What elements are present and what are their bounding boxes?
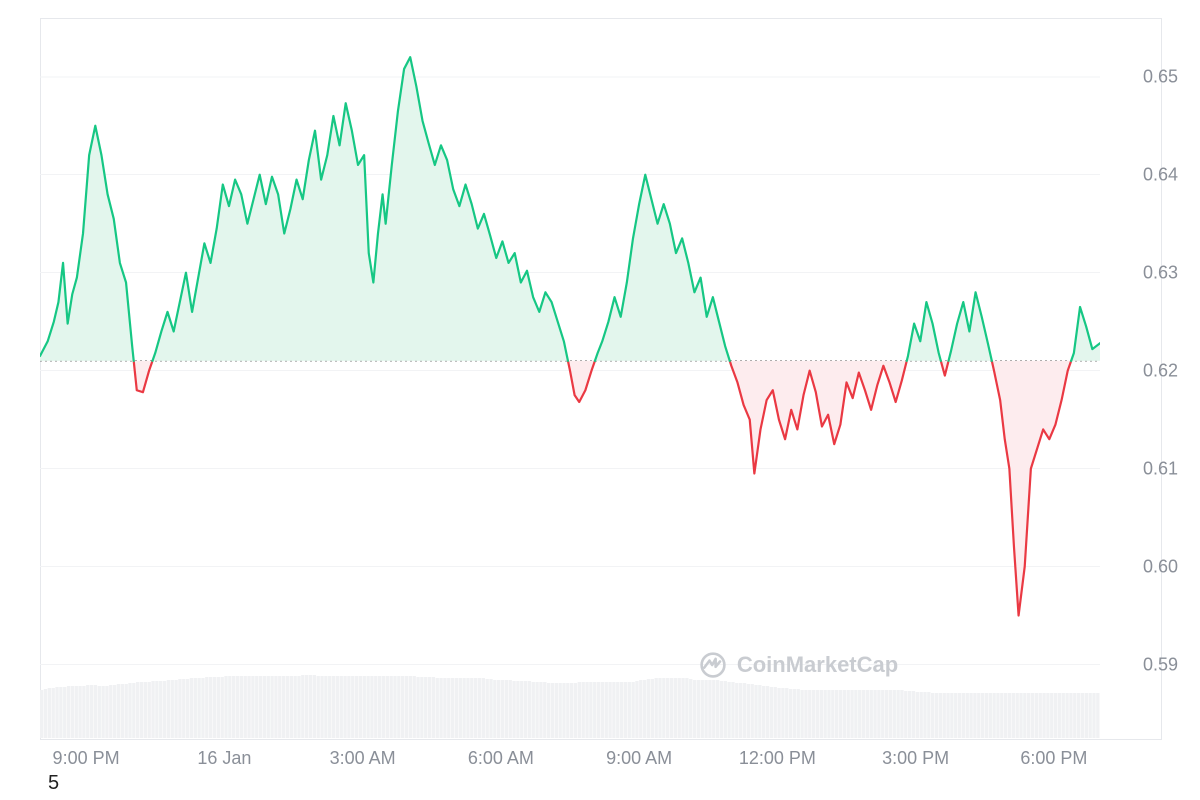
x-axis-label: 9:00 PM <box>53 748 120 769</box>
y-axis-label: 0.60 <box>1143 556 1178 577</box>
x-axis-label: 9:00 AM <box>606 748 672 769</box>
price-chart[interactable] <box>40 18 1100 738</box>
x-axis-label: 6:00 PM <box>1020 748 1087 769</box>
x-axis-label: 6:00 AM <box>468 748 534 769</box>
y-axis-label: 0.65 <box>1143 66 1178 87</box>
y-axis-label: 0.59 <box>1143 654 1178 675</box>
y-axis-label: 0.62 <box>1143 360 1178 381</box>
y-axis-label: 0.63 <box>1143 262 1178 283</box>
x-axis-label: 16 Jan <box>197 748 251 769</box>
coinmarketcap-watermark: CoinMarketCap <box>699 651 898 679</box>
x-axis-label: 3:00 AM <box>330 748 396 769</box>
y-axis-label: 0.61 <box>1143 458 1178 479</box>
footer-number: 5 <box>48 772 59 795</box>
y-axis-label: 0.64 <box>1143 164 1178 185</box>
watermark-text: CoinMarketCap <box>737 652 898 678</box>
x-axis-label: 3:00 PM <box>882 748 949 769</box>
x-axis-label: 12:00 PM <box>739 748 816 769</box>
